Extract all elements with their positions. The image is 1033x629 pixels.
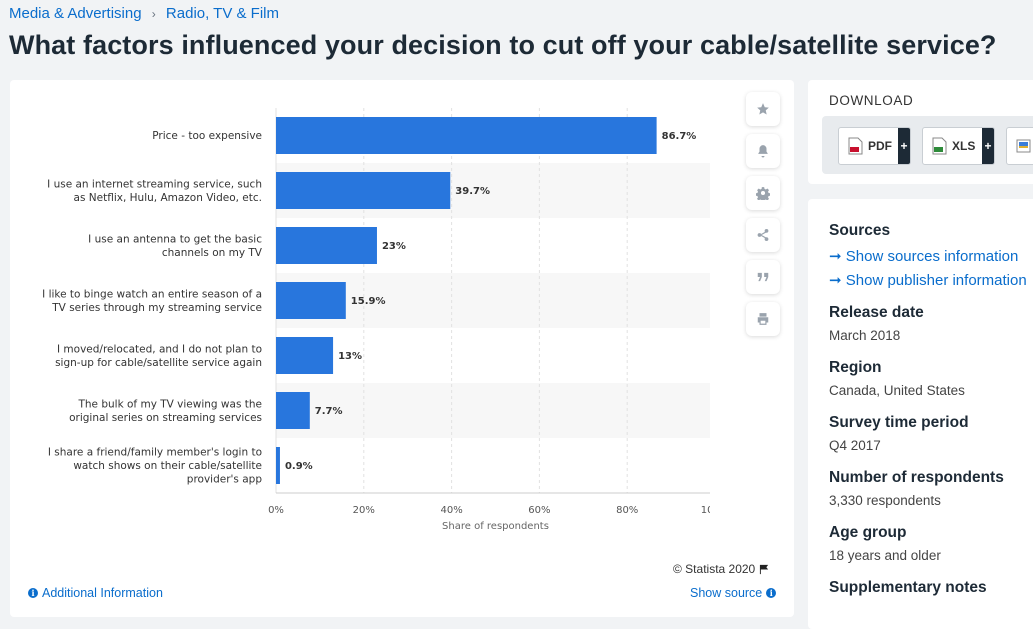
share-icon bbox=[757, 229, 769, 241]
show-source-link[interactable]: Show source i bbox=[690, 586, 777, 600]
download-tray: PDF + XLS + bbox=[822, 116, 1033, 174]
download-xls-button[interactable]: XLS + bbox=[922, 127, 995, 165]
additional-information-label: Additional Information bbox=[42, 586, 163, 600]
region-heading: Region bbox=[829, 359, 882, 376]
share-button[interactable] bbox=[746, 218, 780, 252]
chart-card: 86.7% Price - too expensive 39.7% I use an … bbox=[10, 80, 794, 617]
supplementary-notes-heading: Supplementary notes bbox=[829, 579, 987, 596]
print-button[interactable] bbox=[746, 302, 780, 336]
print-icon bbox=[757, 313, 769, 325]
category-label: I use an internet streaming service, suc… bbox=[47, 178, 262, 190]
copyright-text: © Statista 2020 bbox=[673, 562, 756, 576]
x-tick-label: 80% bbox=[616, 505, 638, 516]
bar bbox=[276, 392, 310, 429]
x-tick-label: 0% bbox=[268, 505, 284, 516]
category-label: I moved/relocated, and I do not plan to bbox=[57, 343, 262, 355]
respondents-value: 3,330 respondents bbox=[829, 493, 941, 508]
survey-period-value: Q4 2017 bbox=[829, 438, 881, 453]
bar-value-label: 0.9% bbox=[285, 461, 313, 472]
category-label: I like to binge watch an entire season o… bbox=[42, 288, 262, 300]
breadcrumb: Media & Advertising › Radio, TV & Film bbox=[9, 5, 279, 22]
bar-value-label: 7.7% bbox=[315, 406, 343, 417]
cite-button[interactable] bbox=[746, 260, 780, 294]
category-label: watch shows on their cable/satellite bbox=[73, 460, 262, 472]
age-group-heading: Age group bbox=[829, 524, 907, 541]
bar-value-label: 13% bbox=[338, 351, 362, 362]
notification-button[interactable] bbox=[746, 134, 780, 168]
statistic-details-card: Sources ➞ Show sources information ➞ Sho… bbox=[808, 199, 1033, 629]
bar bbox=[276, 172, 451, 209]
x-tick-label: 40% bbox=[440, 505, 462, 516]
category-label: The bulk of my TV viewing was the bbox=[77, 398, 262, 410]
breadcrumb-radio-tv-film[interactable]: Radio, TV & Film bbox=[165, 5, 280, 22]
additional-information-link[interactable]: i Additional Information bbox=[28, 586, 163, 600]
xls-label: XLS bbox=[952, 139, 976, 153]
bar-value-label: 23% bbox=[382, 241, 406, 252]
plus-icon: + bbox=[898, 128, 910, 164]
category-label: as Netflix, Hulu, Amazon Video, etc. bbox=[74, 192, 262, 204]
quote-icon bbox=[757, 272, 769, 282]
bar-value-label: 39.7% bbox=[455, 186, 490, 197]
bar-chart: 86.7% Price - too expensive 39.7% I use an … bbox=[42, 108, 710, 532]
xls-file-icon bbox=[932, 137, 947, 155]
info-icon: i bbox=[28, 588, 38, 598]
breadcrumb-separator: › bbox=[151, 7, 156, 21]
category-label: I use an antenna to get the basic bbox=[88, 233, 262, 245]
release-date-value: March 2018 bbox=[829, 328, 901, 343]
bar-value-label: 15.9% bbox=[351, 296, 386, 307]
row-band bbox=[276, 273, 710, 328]
category-label: provider's app bbox=[187, 474, 263, 486]
download-title: DOWNLOAD bbox=[829, 93, 914, 108]
info-icon: i bbox=[766, 588, 777, 598]
pdf-label: PDF bbox=[868, 139, 892, 153]
category-label: TV series through my streaming service bbox=[51, 302, 262, 314]
show-sources-label: Show sources information bbox=[845, 248, 1019, 265]
flag-icon[interactable] bbox=[759, 564, 770, 575]
sources-heading: Sources bbox=[829, 222, 891, 239]
category-label: sign-up for cable/satellite service agai… bbox=[55, 357, 262, 369]
category-label: channels on my TV bbox=[162, 247, 263, 259]
bar bbox=[276, 282, 346, 319]
show-sources-link[interactable]: ➞ Show sources information bbox=[829, 247, 1018, 265]
image-file-icon bbox=[1016, 137, 1031, 155]
download-pdf-button[interactable]: PDF + bbox=[838, 127, 911, 165]
release-date-heading: Release date bbox=[829, 304, 924, 321]
show-publisher-link[interactable]: ➞ Show publisher information bbox=[829, 271, 1027, 289]
download-image-button[interactable] bbox=[1006, 127, 1033, 165]
region-value: Canada, United States bbox=[829, 383, 965, 398]
gear-icon bbox=[756, 187, 770, 200]
respondents-heading: Number of respondents bbox=[829, 469, 1004, 486]
category-label: I share a friend/family member's login t… bbox=[48, 447, 262, 459]
bar bbox=[276, 117, 657, 154]
bar-value-label: 86.7% bbox=[662, 131, 697, 142]
category-label: original series on streaming services bbox=[69, 412, 262, 424]
copyright-notice: © Statista 2020 bbox=[673, 562, 770, 576]
page-title: What factors influenced your decision to… bbox=[9, 30, 997, 60]
arrow-right-icon: ➞ bbox=[829, 248, 842, 265]
x-tick-label: 100% bbox=[701, 505, 710, 516]
download-card: DOWNLOAD PDF + XLS + bbox=[808, 80, 1033, 184]
bar bbox=[276, 337, 334, 374]
arrow-right-icon: ➞ bbox=[829, 272, 842, 289]
bar bbox=[276, 227, 377, 264]
pdf-file-icon bbox=[848, 137, 863, 155]
favorite-button[interactable] bbox=[746, 92, 780, 126]
age-group-value: 18 years and older bbox=[829, 548, 941, 563]
show-source-label: Show source bbox=[690, 586, 763, 600]
row-band bbox=[276, 383, 710, 438]
plus-icon: + bbox=[982, 128, 994, 164]
settings-button[interactable] bbox=[746, 176, 780, 210]
x-tick-label: 60% bbox=[528, 505, 550, 516]
x-tick-label: 20% bbox=[353, 505, 375, 516]
bar bbox=[276, 447, 280, 484]
category-label: Price - too expensive bbox=[152, 130, 262, 142]
star-icon bbox=[757, 103, 769, 115]
x-axis-title: Share of respondents bbox=[442, 521, 549, 532]
survey-period-heading: Survey time period bbox=[829, 414, 969, 431]
bell-icon bbox=[758, 145, 768, 158]
show-publisher-label: Show publisher information bbox=[845, 272, 1027, 289]
breadcrumb-media-advertising[interactable]: Media & Advertising bbox=[9, 5, 142, 22]
